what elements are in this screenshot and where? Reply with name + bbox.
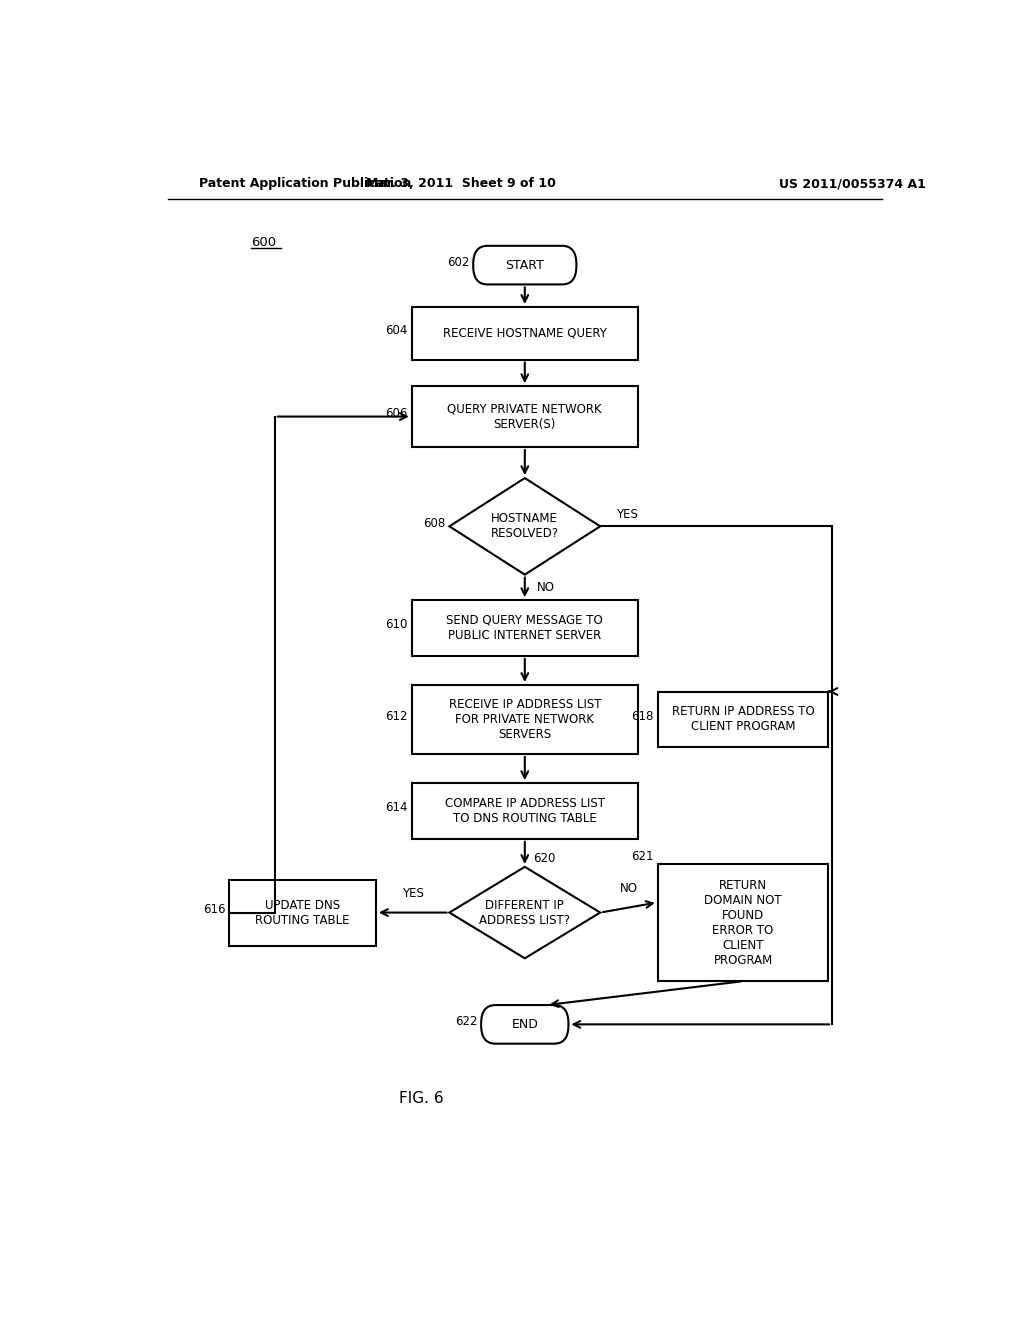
Text: 610: 610 <box>385 619 408 631</box>
Text: YES: YES <box>401 887 424 900</box>
Text: QUERY PRIVATE NETWORK
SERVER(S): QUERY PRIVATE NETWORK SERVER(S) <box>447 403 602 430</box>
Text: RETURN IP ADDRESS TO
CLIENT PROGRAM: RETURN IP ADDRESS TO CLIENT PROGRAM <box>672 705 814 734</box>
Text: 614: 614 <box>385 801 408 814</box>
Text: COMPARE IP ADDRESS LIST
TO DNS ROUTING TABLE: COMPARE IP ADDRESS LIST TO DNS ROUTING T… <box>444 797 605 825</box>
Text: 604: 604 <box>385 323 408 337</box>
Text: NO: NO <box>620 882 638 895</box>
Text: RECEIVE IP ADDRESS LIST
FOR PRIVATE NETWORK
SERVERS: RECEIVE IP ADDRESS LIST FOR PRIVATE NETW… <box>449 698 601 741</box>
Text: 621: 621 <box>631 850 653 863</box>
Bar <box>657 865 828 981</box>
Bar <box>412 783 638 840</box>
Bar <box>412 385 638 447</box>
Text: 616: 616 <box>203 903 225 916</box>
Text: 608: 608 <box>423 517 445 529</box>
Text: RETURN
DOMAIN NOT
FOUND
ERROR TO
CLIENT
PROGRAM: RETURN DOMAIN NOT FOUND ERROR TO CLIENT … <box>705 879 782 966</box>
Text: FIG. 6: FIG. 6 <box>399 1092 444 1106</box>
Polygon shape <box>450 867 600 958</box>
Text: SEND QUERY MESSAGE TO
PUBLIC INTERNET SERVER: SEND QUERY MESSAGE TO PUBLIC INTERNET SE… <box>446 614 603 642</box>
Text: 600: 600 <box>251 236 276 249</box>
Bar <box>412 601 638 656</box>
Text: RECEIVE HOSTNAME QUERY: RECEIVE HOSTNAME QUERY <box>442 327 607 339</box>
Bar <box>229 879 376 945</box>
Text: 606: 606 <box>385 407 408 420</box>
Bar <box>657 692 828 747</box>
Text: 612: 612 <box>385 710 408 723</box>
Text: Mar. 3, 2011  Sheet 9 of 10: Mar. 3, 2011 Sheet 9 of 10 <box>367 177 556 190</box>
Text: US 2011/0055374 A1: US 2011/0055374 A1 <box>778 177 926 190</box>
Text: END: END <box>511 1018 539 1031</box>
Text: 622: 622 <box>455 1015 477 1028</box>
FancyBboxPatch shape <box>481 1005 568 1044</box>
FancyBboxPatch shape <box>473 246 577 284</box>
Text: DIFFERENT IP
ADDRESS LIST?: DIFFERENT IP ADDRESS LIST? <box>479 899 570 927</box>
Text: Patent Application Publication: Patent Application Publication <box>200 177 412 190</box>
Text: HOSTNAME
RESOLVED?: HOSTNAME RESOLVED? <box>490 512 559 540</box>
Text: 618: 618 <box>632 710 653 723</box>
Bar <box>412 306 638 359</box>
Bar <box>412 685 638 754</box>
Text: 602: 602 <box>446 256 469 268</box>
Text: START: START <box>506 259 544 272</box>
Text: 620: 620 <box>532 853 555 865</box>
Text: UPDATE DNS
ROUTING TABLE: UPDATE DNS ROUTING TABLE <box>255 899 350 927</box>
Text: NO: NO <box>537 581 555 594</box>
Polygon shape <box>450 478 600 574</box>
Text: YES: YES <box>616 508 638 520</box>
